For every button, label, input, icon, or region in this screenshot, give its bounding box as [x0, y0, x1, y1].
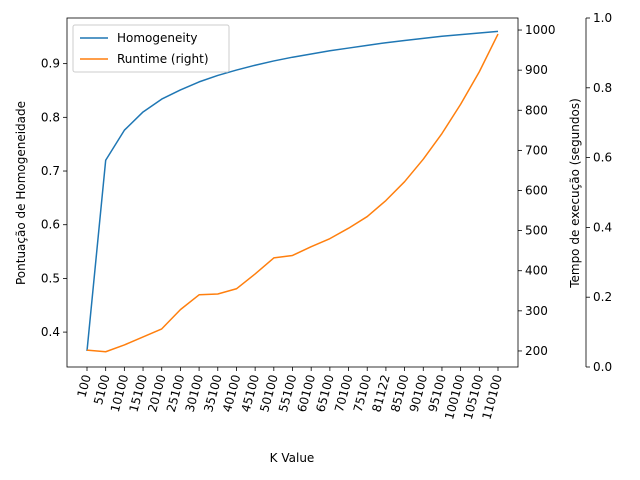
right-tick-label: 400: [525, 264, 548, 278]
extra-tick-label: 0.0: [593, 360, 612, 374]
series-line-runtime: [86, 33, 499, 353]
x-axis-label: K Value: [270, 451, 315, 465]
series-line-homogeneity: [86, 30, 499, 351]
left-y-axis: 0.4 0.5 0.6 0.7 0.8 0.9: [41, 57, 67, 339]
extra-tick-label: 0.8: [593, 81, 612, 95]
legend-box: [72, 24, 230, 73]
legend-label-runtime: Runtime (right): [117, 52, 209, 66]
right-tick-label: 700: [525, 143, 548, 157]
left-tick-label: 0.9: [41, 57, 60, 71]
extra-tick-label: 0.6: [593, 151, 612, 165]
right-tick-label: 600: [525, 183, 548, 197]
right-tick-label: 200: [525, 344, 548, 358]
legend-label-homogeneity: Homogeneity: [117, 31, 198, 45]
right-y-axis: 200 300 400 500 600 700 800 900 1000: [518, 23, 556, 358]
left-y-axis-label: Pontuação de Homogeneidade: [14, 101, 28, 285]
extra-tick-label: 0.4: [593, 220, 612, 234]
right-tick-label: 1000: [525, 23, 556, 37]
right-y-axis-label: Tempo de execução (segundos): [568, 98, 582, 289]
extra-tick-label: 0.2: [593, 290, 612, 304]
x-tick-label: 100: [74, 373, 93, 399]
left-tick-label: 0.6: [41, 218, 60, 232]
series-group: [86, 30, 499, 353]
right-tick-label: 300: [525, 304, 548, 318]
left-tick-label: 0.4: [41, 325, 60, 339]
right-tick-label: 800: [525, 103, 548, 117]
left-tick-label: 0.5: [41, 271, 60, 285]
right-tick-label: 900: [525, 63, 548, 77]
extra-y-axis: 0.0 0.2 0.4 0.6 0.8 1.0: [586, 11, 612, 374]
x-axis: 1005100101001510020100251003010035100401…: [74, 367, 505, 421]
extra-tick-label: 1.0: [593, 11, 612, 25]
left-tick-label: 0.8: [41, 110, 60, 124]
legend: Homogeneity Runtime (right): [72, 24, 230, 73]
left-tick-label: 0.7: [41, 164, 60, 178]
right-tick-label: 500: [525, 224, 548, 238]
